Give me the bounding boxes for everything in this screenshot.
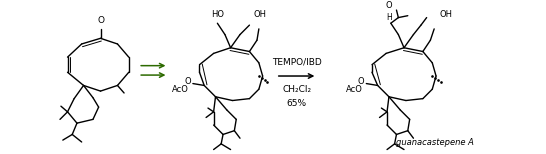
Text: AcO: AcO bbox=[172, 85, 189, 94]
Text: 65%: 65% bbox=[287, 99, 307, 108]
Text: O: O bbox=[385, 1, 392, 10]
Text: HO: HO bbox=[211, 10, 224, 19]
Text: AcO: AcO bbox=[346, 85, 363, 94]
Text: O: O bbox=[185, 77, 191, 86]
Text: OH: OH bbox=[440, 10, 453, 19]
Text: CH₂Cl₂: CH₂Cl₂ bbox=[282, 85, 311, 94]
Text: TEMPO/IBD: TEMPO/IBD bbox=[272, 58, 322, 67]
Text: OH: OH bbox=[253, 10, 266, 19]
Text: H: H bbox=[386, 13, 392, 22]
Text: O: O bbox=[358, 77, 364, 86]
Text: O: O bbox=[97, 16, 104, 25]
Text: guanacastepene A: guanacastepene A bbox=[396, 138, 474, 147]
